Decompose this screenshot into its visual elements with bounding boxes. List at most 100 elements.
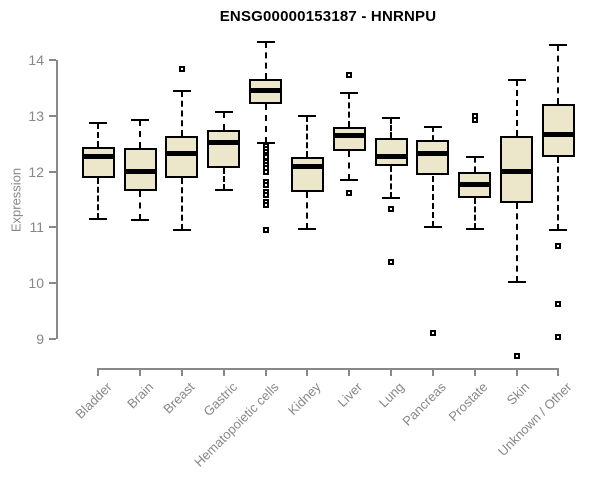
median-line	[374, 154, 408, 160]
whisker-upper	[348, 93, 351, 127]
median-line	[165, 150, 199, 156]
x-tick-label: Gastric	[199, 379, 240, 420]
whisker-lower	[264, 104, 267, 144]
whisker-cap-lower	[298, 228, 317, 231]
y-tick	[49, 170, 56, 173]
chart-title: ENSG00000153187 - HNRNPU	[219, 8, 437, 25]
x-tick-label: Prostate	[445, 379, 491, 425]
whisker-cap-upper	[340, 92, 359, 95]
outlier-point	[262, 181, 269, 188]
median-line	[332, 133, 366, 139]
median-line	[416, 150, 450, 156]
whisker-cap-lower	[256, 142, 275, 145]
box-rect	[165, 135, 199, 179]
outlier-point	[388, 205, 395, 212]
x-tick-label: Unknown / Other	[494, 379, 575, 459]
outlier-point	[262, 202, 269, 209]
median-line	[541, 132, 575, 138]
outlier-point	[555, 242, 562, 249]
whisker-cap-lower	[507, 280, 526, 283]
whisker-upper	[180, 90, 183, 136]
whisker-upper	[473, 156, 476, 172]
whisker-cap-upper	[549, 43, 568, 46]
box-rect	[207, 129, 241, 169]
outlier-point	[262, 168, 269, 175]
y-tick-label: 11	[29, 219, 44, 236]
whisker-cap-upper	[507, 79, 526, 82]
whisker-cap-upper	[172, 89, 191, 92]
whisker-lower	[557, 157, 560, 231]
x-tick	[431, 368, 434, 376]
x-tick	[306, 368, 309, 376]
median-line	[81, 154, 115, 160]
box-rect	[81, 147, 115, 179]
whisker-lower	[473, 197, 476, 230]
x-tick-label: Liver	[334, 379, 366, 410]
whisker-upper	[139, 119, 142, 149]
median-line	[458, 181, 492, 187]
x-tick-label: Skin	[503, 379, 533, 408]
x-tick-label: Breast	[160, 379, 198, 417]
median-line	[123, 169, 157, 175]
whisker-cap-lower	[549, 229, 568, 232]
y-tick-label: 10	[28, 275, 44, 292]
box-rect	[374, 138, 408, 166]
x-axis-line	[97, 368, 560, 370]
whisker-lower	[515, 203, 518, 282]
x-tick	[97, 368, 100, 376]
whisker-cap-upper	[214, 110, 233, 113]
y-tick	[49, 282, 56, 285]
x-tick	[139, 368, 142, 376]
whisker-cap-upper	[465, 155, 484, 158]
x-tick	[473, 368, 476, 376]
whisker-lower	[222, 168, 225, 190]
x-tick	[390, 368, 393, 376]
x-tick-label: Lung	[375, 379, 407, 411]
median-line	[207, 139, 241, 145]
whisker-cap-lower	[131, 219, 150, 222]
whisker-lower	[97, 178, 100, 219]
outlier-point	[555, 334, 562, 341]
outlier-point	[471, 117, 478, 124]
median-line	[500, 169, 533, 175]
outlier-point	[555, 300, 562, 307]
box-rect	[332, 126, 366, 151]
whisker-lower	[390, 166, 393, 199]
whisker-upper	[222, 111, 225, 130]
x-tick	[264, 368, 267, 376]
whisker-cap-upper	[382, 117, 401, 120]
whisker-cap-lower	[382, 197, 401, 200]
box-rect	[416, 139, 450, 176]
whisker-upper	[97, 123, 100, 148]
y-tick-label: 12	[28, 163, 44, 180]
whisker-cap-lower	[89, 218, 108, 221]
whisker-lower	[180, 178, 183, 231]
whisker-cap-lower	[340, 178, 359, 181]
whisker-upper	[306, 115, 309, 157]
whisker-cap-lower	[423, 225, 442, 228]
outlier-point	[513, 352, 520, 359]
y-tick-label: 14	[28, 52, 44, 68]
y-axis-line	[56, 60, 58, 339]
outlier-point	[262, 192, 269, 199]
whisker-cap-upper	[256, 41, 275, 44]
y-tick-label: 9	[36, 331, 44, 347]
whisker-upper	[557, 44, 560, 105]
whisker-cap-lower	[172, 229, 191, 232]
x-tick	[557, 368, 560, 376]
whisker-cap-upper	[89, 122, 108, 125]
y-tick	[49, 338, 56, 340]
y-tick-label: 13	[28, 107, 44, 124]
whisker-upper	[515, 80, 518, 137]
whisker-lower	[139, 190, 142, 221]
outlier-point	[178, 65, 185, 72]
whisker-cap-upper	[131, 118, 150, 121]
x-tick-label: Bladder	[71, 379, 115, 422]
x-tick-label: Brain	[123, 379, 157, 412]
box-rect	[290, 156, 324, 192]
x-tick-label: Kidney	[284, 379, 324, 419]
x-tick	[515, 368, 518, 376]
y-tick	[49, 226, 56, 229]
